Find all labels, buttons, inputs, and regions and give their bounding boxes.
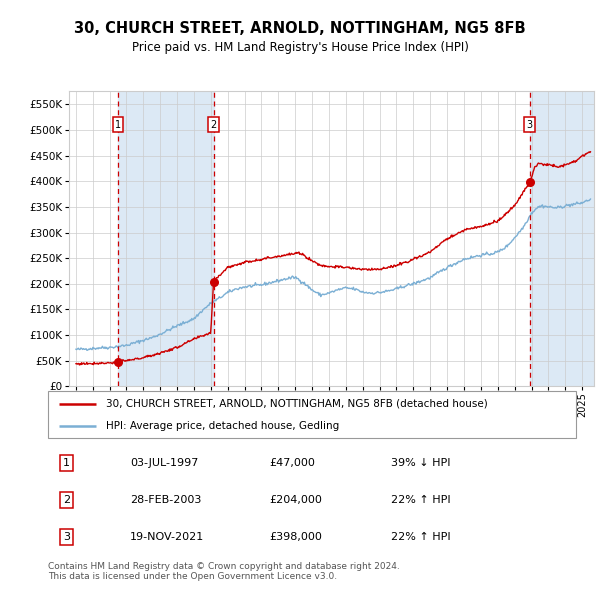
Text: £204,000: £204,000 [270,495,323,505]
Text: 30, CHURCH STREET, ARNOLD, NOTTINGHAM, NG5 8FB: 30, CHURCH STREET, ARNOLD, NOTTINGHAM, N… [74,21,526,35]
Text: 2: 2 [211,120,217,130]
Text: 1: 1 [115,120,121,130]
Text: 19-NOV-2021: 19-NOV-2021 [130,532,204,542]
FancyBboxPatch shape [48,391,576,438]
Text: 03-JUL-1997: 03-JUL-1997 [130,458,198,468]
Text: 30, CHURCH STREET, ARNOLD, NOTTINGHAM, NG5 8FB (detached house): 30, CHURCH STREET, ARNOLD, NOTTINGHAM, N… [106,399,488,409]
Text: 2: 2 [63,495,70,505]
Text: 22% ↑ HPI: 22% ↑ HPI [391,532,451,542]
Text: 3: 3 [63,532,70,542]
Text: 3: 3 [527,120,533,130]
Bar [118,91,214,386]
Text: 22% ↑ HPI: 22% ↑ HPI [391,495,451,505]
Bar [530,91,594,386]
Text: 28-FEB-2003: 28-FEB-2003 [130,495,201,505]
Text: 39% ↓ HPI: 39% ↓ HPI [391,458,451,468]
Text: Contains HM Land Registry data © Crown copyright and database right 2024.
This d: Contains HM Land Registry data © Crown c… [48,562,400,581]
Text: 1: 1 [63,458,70,468]
Text: £47,000: £47,000 [270,458,316,468]
Text: HPI: Average price, detached house, Gedling: HPI: Average price, detached house, Gedl… [106,421,340,431]
Text: £398,000: £398,000 [270,532,323,542]
Text: Price paid vs. HM Land Registry's House Price Index (HPI): Price paid vs. HM Land Registry's House … [131,41,469,54]
